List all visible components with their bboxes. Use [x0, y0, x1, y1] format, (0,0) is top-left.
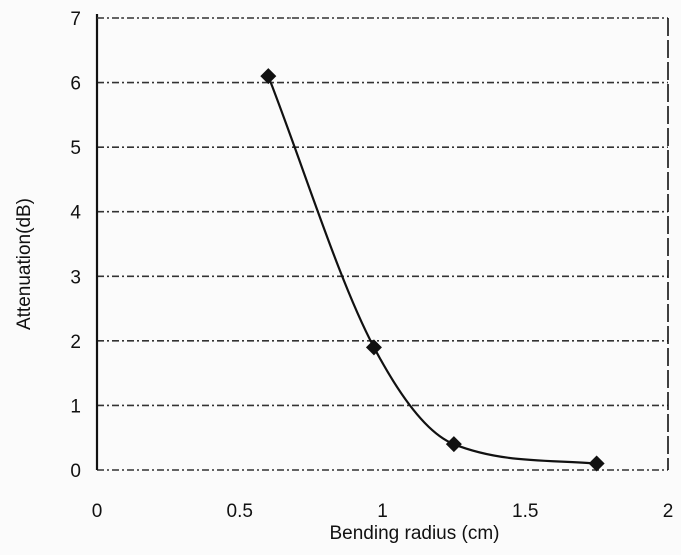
y-tick-label: 4 — [70, 203, 81, 224]
data-point-marker — [588, 455, 605, 472]
y-tick-label: 0 — [70, 461, 81, 482]
y-tick-label: 7 — [70, 9, 81, 30]
y-tick-label: 6 — [70, 74, 81, 95]
x-tick-label: 1.5 — [512, 501, 538, 522]
x-tick-label: 2 — [663, 501, 674, 522]
gridlines — [97, 17, 668, 407]
x-tick-label: 0 — [92, 501, 103, 522]
y-tick-label: 1 — [70, 396, 81, 417]
y-tick-label: 3 — [70, 267, 81, 288]
y-axis-title: Attenuation(dB) — [14, 198, 35, 330]
data-point-marker — [260, 68, 277, 85]
x-tick-label: 1 — [377, 501, 388, 522]
y-tick-label: 5 — [70, 138, 81, 159]
data-point-marker — [365, 339, 382, 356]
axes — [95, 14, 669, 471]
x-axis-title: Bending radius (cm) — [329, 523, 499, 544]
x-tick-label: 0.5 — [227, 501, 253, 522]
tick-labels: 0 1 2 3 4 5 6 7 0 0.5 1 1.5 2 — [70, 9, 673, 522]
data-series — [260, 68, 605, 472]
series-line — [267, 75, 597, 465]
y-tick-label: 2 — [70, 332, 81, 353]
data-point-marker — [445, 436, 462, 453]
